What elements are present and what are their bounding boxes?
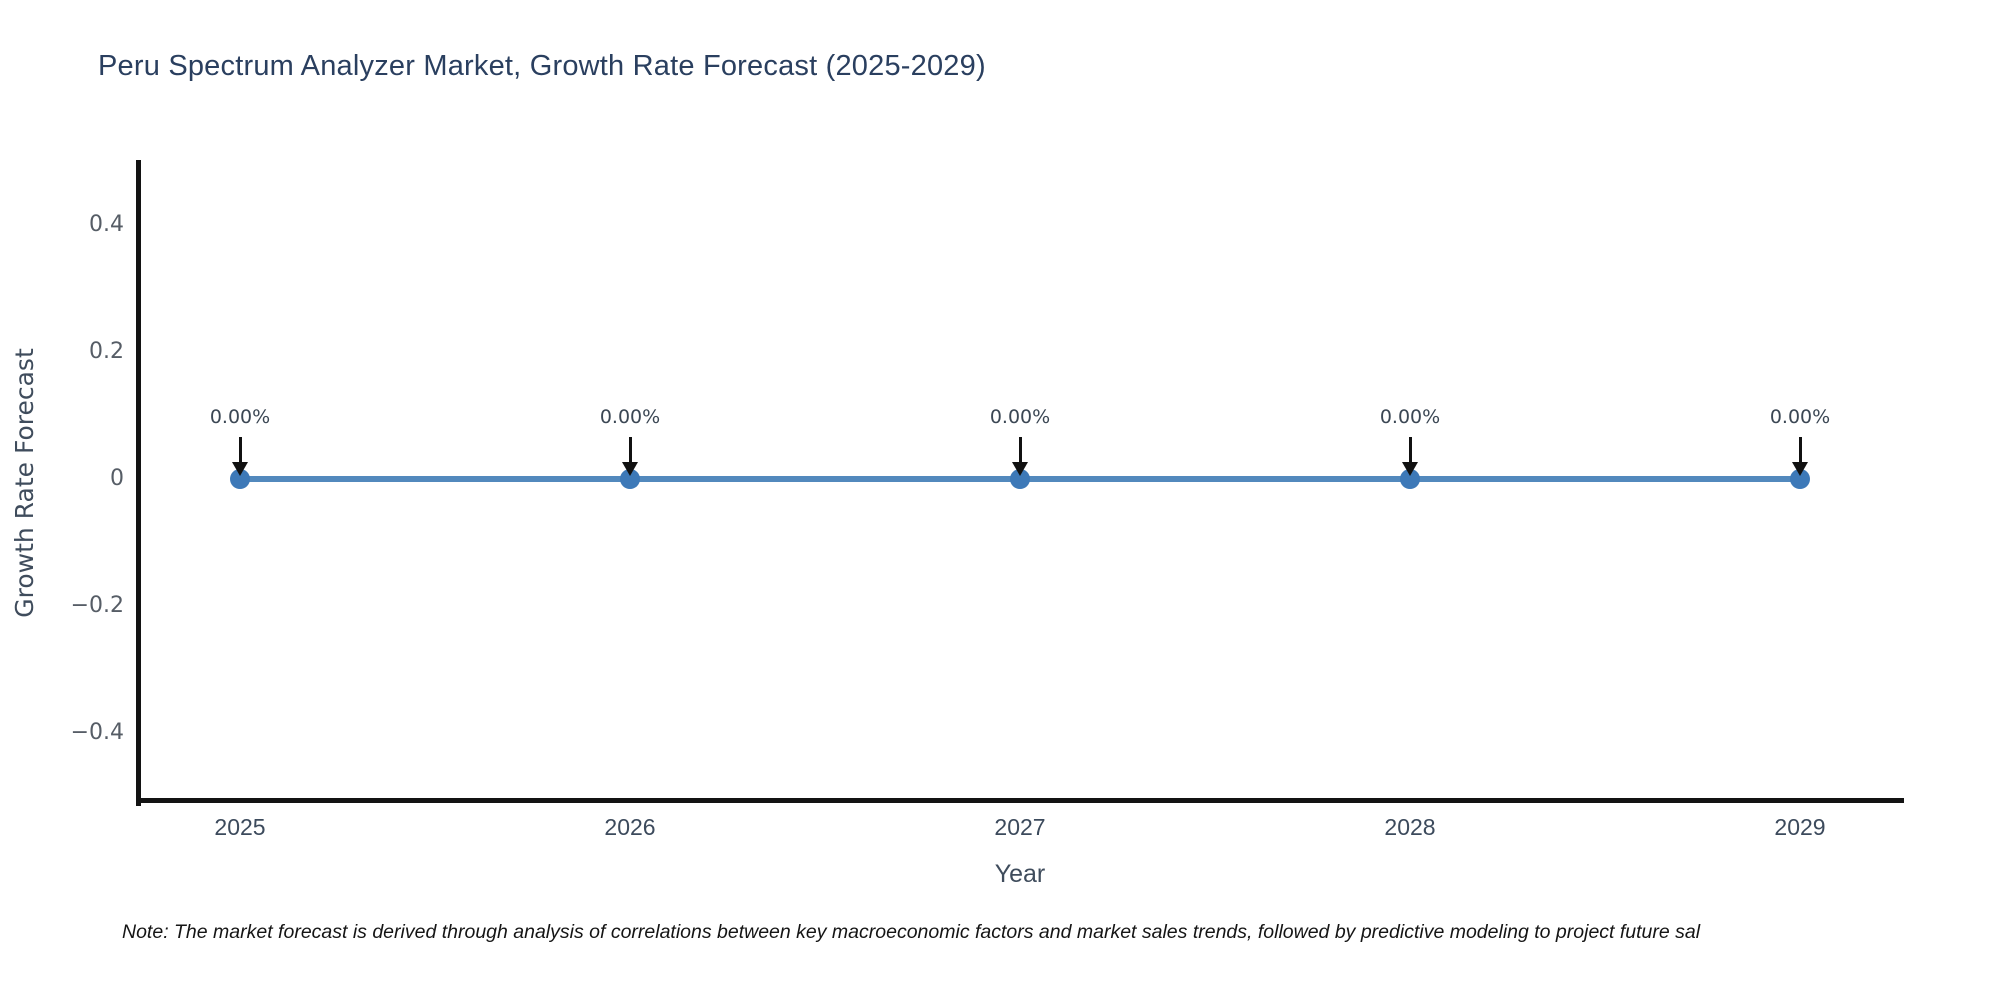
annotation-arrow-shaft <box>1019 437 1022 462</box>
annotation-arrow-shaft <box>1799 437 1802 462</box>
y-tick-label: 0.4 <box>89 212 124 237</box>
annotation-arrow-shaft <box>1409 437 1412 462</box>
annotation-label: 0.00% <box>599 406 661 428</box>
annotation-arrowhead <box>622 462 638 476</box>
y-tick-label: −0.4 <box>70 720 124 745</box>
y-tick-label: 0 <box>110 466 124 491</box>
annotation-arrowhead <box>1792 462 1808 476</box>
x-tick-label: 2025 <box>214 814 266 840</box>
y-tick-label: −0.2 <box>70 593 124 618</box>
annotation-arrowhead <box>232 462 248 476</box>
annotation-label: 0.00% <box>1379 406 1441 428</box>
y-tick-label: 0.2 <box>89 339 124 364</box>
annotation-label: 0.00% <box>209 406 271 428</box>
y-axis-line <box>136 160 141 806</box>
annotation-arrowhead <box>1402 462 1418 476</box>
annotation-arrow-shaft <box>629 437 632 462</box>
annotation-label: 0.00% <box>989 406 1051 428</box>
annotation-arrowhead <box>1012 462 1028 476</box>
annotation-label: 0.00% <box>1769 406 1831 428</box>
footnote: Note: The market forecast is derived thr… <box>122 921 1701 943</box>
chart-title: Peru Spectrum Analyzer Market, Growth Ra… <box>98 50 986 82</box>
x-axis-title: Year <box>994 860 1046 888</box>
x-tick-label: 2027 <box>994 814 1046 840</box>
x-tick-label: 2029 <box>1774 814 1826 840</box>
x-tick-label: 2028 <box>1384 814 1436 840</box>
x-tick-label: 2026 <box>604 814 656 840</box>
annotation-arrow-shaft <box>239 437 242 462</box>
x-axis-line <box>136 798 1904 803</box>
